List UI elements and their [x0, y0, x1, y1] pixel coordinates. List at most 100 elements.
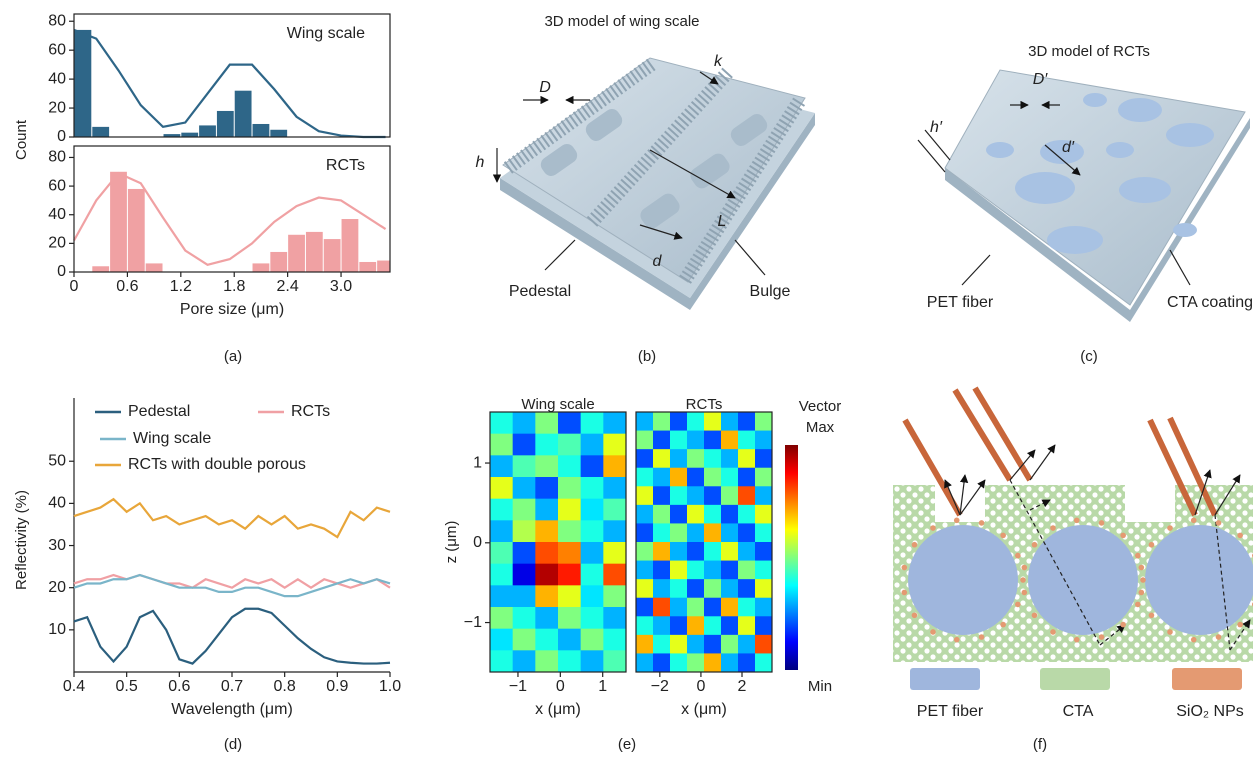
pet-fiber	[1145, 525, 1253, 635]
heat-cell	[755, 431, 773, 450]
x-axis-label: x (μm)	[535, 701, 581, 718]
sio2-particle	[1032, 542, 1038, 548]
heat-cell	[670, 635, 688, 654]
heat-cell	[636, 653, 654, 672]
heat-cell	[704, 449, 722, 468]
heat-cell	[670, 523, 688, 542]
heat-cell	[687, 598, 705, 617]
heat-cell	[558, 607, 581, 629]
heat-cell	[738, 653, 756, 672]
map-title: RCTs	[686, 396, 723, 413]
heat-cell	[670, 561, 688, 580]
sio2-particle	[954, 518, 960, 524]
y-axis-label: z (μm)	[443, 521, 460, 564]
page: Figure body { margin: 0; background: #ff…	[0, 0, 1253, 759]
heat-cell	[670, 468, 688, 487]
heat-cell	[636, 468, 654, 487]
y-tick-label: 0	[57, 263, 66, 280]
heat-cell	[581, 520, 604, 542]
sio2-particle	[1050, 525, 1056, 531]
sio2-particle	[1015, 553, 1021, 559]
colorbar-title: Vector	[799, 398, 842, 415]
sio2-particle	[954, 637, 960, 643]
heat-cell	[653, 579, 671, 598]
x-tick-label: 0.8	[274, 678, 296, 695]
heat-cell	[670, 598, 688, 617]
x-tick-label: 0.9	[326, 678, 348, 695]
heat-cell	[603, 412, 626, 434]
panel-label: (d)	[224, 736, 242, 753]
heat-cell	[603, 629, 626, 651]
heat-cell	[721, 561, 739, 580]
heat-cell	[490, 477, 513, 499]
pore	[986, 142, 1014, 158]
sio2-particle	[1022, 565, 1028, 571]
heat-cell	[603, 585, 626, 607]
diagram-label: d′	[1062, 139, 1075, 156]
heat-cell	[558, 499, 581, 521]
y-tick-label: 40	[48, 70, 66, 87]
bar	[110, 172, 127, 272]
leader-line	[1170, 250, 1190, 285]
diagram-label: D′	[1033, 71, 1049, 88]
heat-cell	[636, 412, 654, 431]
y-tick-label: 10	[48, 621, 66, 638]
heat-cell	[721, 412, 739, 431]
panel-label: (c)	[1080, 348, 1098, 365]
pore	[1118, 98, 1162, 122]
heat-cell	[558, 412, 581, 434]
bar	[288, 235, 305, 272]
heat-cell	[535, 499, 558, 521]
sio2-particle	[1140, 577, 1146, 583]
sio2-particle	[1139, 565, 1145, 571]
heat-cell	[653, 486, 671, 505]
heat-cell	[513, 564, 536, 586]
heat-cell	[704, 579, 722, 598]
heat-cell	[738, 412, 756, 431]
bar	[217, 111, 234, 137]
heat-cell	[721, 431, 739, 450]
heat-cell	[558, 477, 581, 499]
heat-cell	[721, 579, 739, 598]
leader-line	[735, 240, 765, 275]
heat-cell	[653, 598, 671, 617]
panel-label: (a)	[224, 348, 242, 365]
x-tick-label: −1	[509, 678, 527, 695]
heat-cell	[687, 486, 705, 505]
heat-cell	[704, 653, 722, 672]
heat-cell	[513, 607, 536, 629]
heat-cell	[558, 585, 581, 607]
heat-cell	[603, 477, 626, 499]
heat-cell	[581, 542, 604, 564]
y-tick-label: 80	[48, 12, 66, 29]
heat-cell	[535, 477, 558, 499]
heat-cell	[687, 412, 705, 431]
heat-cell	[636, 523, 654, 542]
heat-cell	[687, 505, 705, 524]
diagram-label: h′	[930, 119, 943, 136]
heat-cell	[687, 468, 705, 487]
heat-cell	[513, 650, 536, 672]
sio2-particle	[1000, 533, 1006, 539]
x-tick-label: 2	[738, 678, 747, 695]
panel-label: (f)	[1033, 736, 1047, 753]
bar	[270, 130, 287, 137]
sio2-particle	[1149, 612, 1155, 618]
heat-cell	[738, 579, 756, 598]
heat-cell	[704, 412, 722, 431]
heat-cell	[653, 468, 671, 487]
x-tick-label: 0	[70, 278, 79, 295]
heat-cell	[636, 431, 654, 450]
heat-cell	[636, 579, 654, 598]
heat-cell	[653, 523, 671, 542]
sio2-particle	[1167, 525, 1173, 531]
heat-cell	[581, 607, 604, 629]
heat-cell	[490, 607, 513, 629]
y-tick-label: 60	[48, 41, 66, 58]
heat-cell	[490, 650, 513, 672]
heat-cell	[721, 653, 739, 672]
heat-cell	[581, 650, 604, 672]
x-axis-label: Pore size (μm)	[180, 301, 284, 318]
series-line	[74, 499, 390, 537]
diagram-label: CTA	[1063, 703, 1094, 720]
